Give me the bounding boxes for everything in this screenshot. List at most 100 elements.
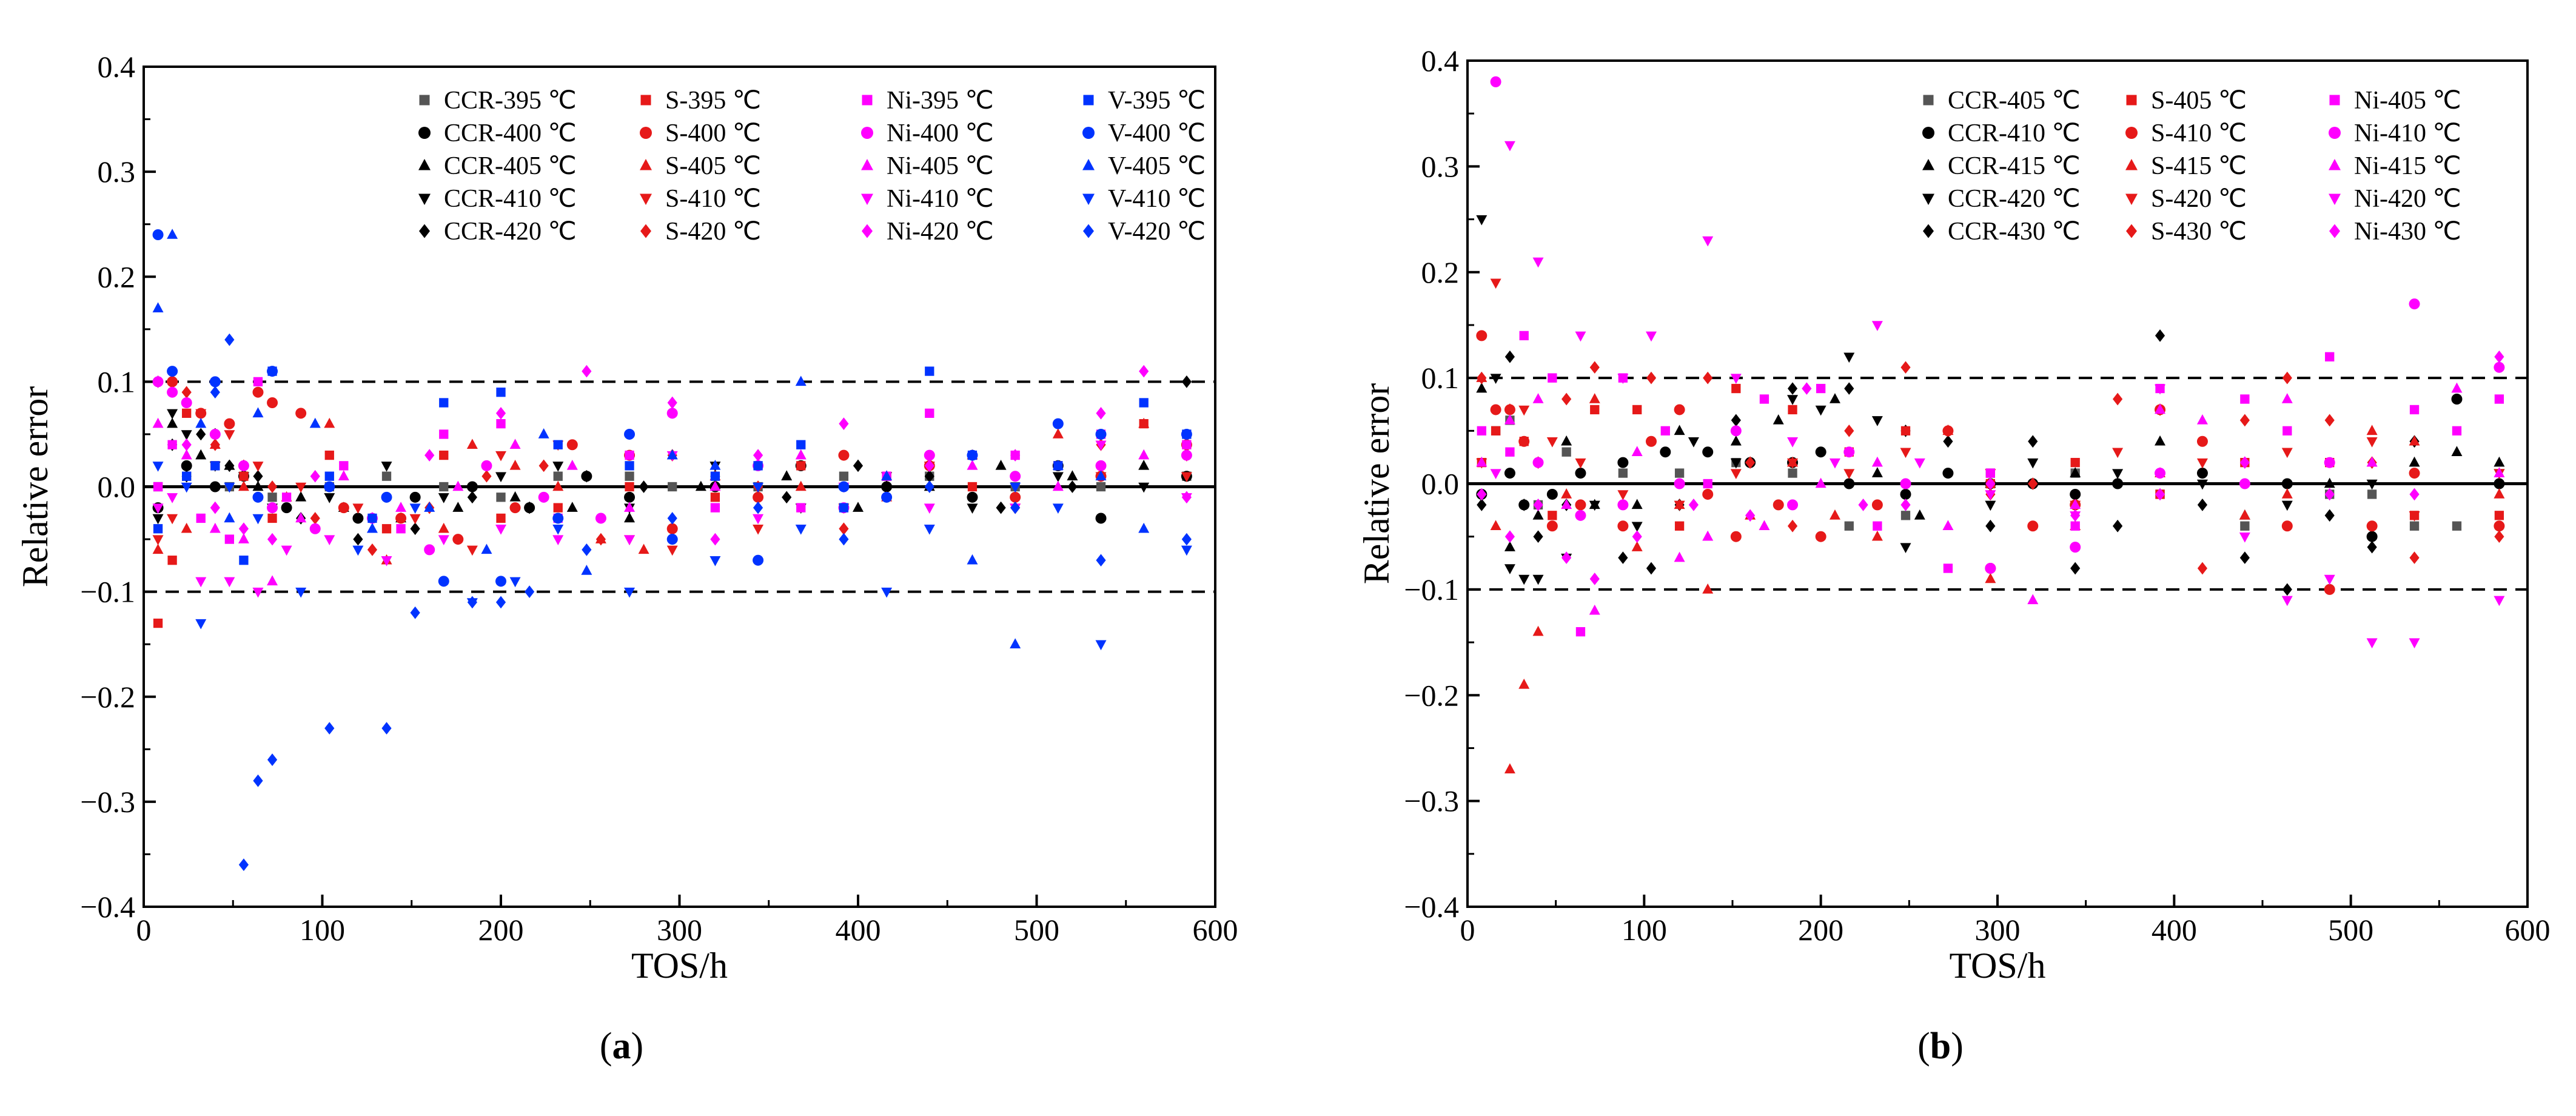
data-point <box>1674 551 1685 562</box>
data-point <box>1900 426 1911 435</box>
data-point <box>2155 403 2166 414</box>
y-tick-label: 0.1 <box>1421 361 1460 395</box>
data-point <box>338 470 349 480</box>
data-point <box>1546 488 1558 500</box>
data-point <box>181 482 192 493</box>
legend-marker <box>2125 193 2138 205</box>
y-tick-label: 0.2 <box>1421 255 1460 289</box>
data-point <box>839 417 849 430</box>
data-point <box>1518 405 1530 416</box>
data-point <box>2494 394 2504 404</box>
data-point <box>238 460 249 471</box>
data-point <box>2282 583 2292 596</box>
x-tick-label: 600 <box>2505 913 2551 947</box>
data-point <box>1138 449 1150 460</box>
data-point <box>2367 489 2377 499</box>
data-point <box>1532 393 1544 403</box>
data-point <box>2409 456 2420 467</box>
data-point <box>1759 394 1769 404</box>
data-point <box>1688 437 1699 448</box>
data-point <box>2451 382 2463 393</box>
legend-label: S-410 ℃ <box>665 185 761 213</box>
data-point <box>267 575 278 586</box>
data-point <box>967 449 978 461</box>
data-point <box>452 534 464 545</box>
data-point <box>1646 562 1657 575</box>
data-point <box>2070 499 2081 509</box>
data-point <box>2494 530 2504 543</box>
data-point <box>667 512 677 525</box>
data-point <box>1745 509 1756 522</box>
data-point <box>1844 521 1854 531</box>
legend-marker <box>1922 159 1934 170</box>
data-point <box>1703 371 1713 385</box>
data-point <box>1575 499 1586 511</box>
data-point <box>481 543 492 554</box>
data-point <box>1843 352 1855 363</box>
data-point <box>1674 500 1685 511</box>
data-point <box>1858 499 1868 511</box>
data-point <box>1052 503 1064 514</box>
x-tick-label: 400 <box>836 913 881 947</box>
data-point <box>324 417 335 428</box>
data-point <box>209 376 221 388</box>
data-point <box>410 606 420 619</box>
data-point <box>1067 470 1078 480</box>
data-point <box>496 513 506 523</box>
data-point <box>1646 371 1657 385</box>
data-point <box>267 753 278 766</box>
data-point <box>1730 435 1742 446</box>
x-tick-label: 500 <box>1014 913 1059 947</box>
data-point <box>666 408 678 419</box>
data-point <box>1900 543 1911 554</box>
data-point <box>267 513 277 523</box>
data-point <box>710 533 720 546</box>
data-point <box>666 545 678 556</box>
data-point <box>1504 763 1515 774</box>
data-point <box>181 386 192 399</box>
data-point <box>625 450 634 460</box>
legend-label: Ni-400 ℃ <box>887 119 994 147</box>
data-point <box>1674 404 1685 415</box>
data-point <box>2366 479 2378 490</box>
data-point <box>252 407 264 418</box>
legend-marker <box>2126 224 2137 238</box>
data-point <box>252 480 264 491</box>
data-point <box>1504 564 1515 574</box>
data-point <box>366 522 378 533</box>
data-point <box>753 525 764 535</box>
legend-label: Ni-415 ℃ <box>2354 152 2461 180</box>
data-point <box>2452 521 2462 531</box>
data-point <box>1985 519 1996 533</box>
data-point <box>395 502 407 512</box>
data-point <box>1561 499 1572 509</box>
data-point <box>2155 488 2165 501</box>
y-axis-label: Relative error <box>15 386 55 588</box>
legend-label: S-395 ℃ <box>665 87 761 115</box>
data-point <box>381 471 392 481</box>
data-point <box>152 229 164 240</box>
data-point <box>1182 440 1192 449</box>
data-point <box>1900 361 1911 374</box>
data-point <box>338 502 349 514</box>
data-point <box>209 428 221 440</box>
data-point <box>2197 499 2208 511</box>
data-point <box>881 470 893 480</box>
data-point <box>1773 499 1784 511</box>
data-point <box>796 440 806 449</box>
data-point <box>795 480 807 491</box>
legend-marker <box>2125 127 2138 139</box>
data-point <box>1942 468 1954 479</box>
data-point <box>753 482 764 493</box>
data-point <box>1703 479 1712 489</box>
data-point <box>881 481 893 492</box>
legend-label: V-420 ℃ <box>1108 218 1206 246</box>
data-point <box>753 501 763 514</box>
data-point <box>152 302 164 312</box>
data-point <box>224 577 235 588</box>
series-ni-triangle-up <box>1476 382 2505 615</box>
data-point <box>1491 426 1501 435</box>
legend-marker <box>861 127 873 139</box>
legend-marker <box>1923 224 1934 238</box>
legend-marker <box>862 95 873 106</box>
